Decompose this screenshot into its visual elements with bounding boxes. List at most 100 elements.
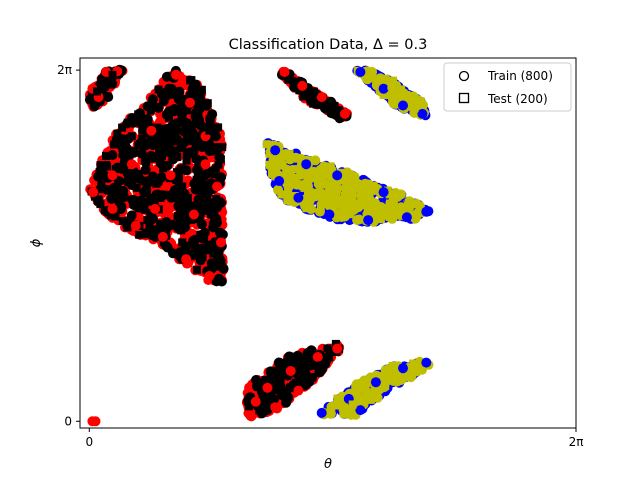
test-point <box>108 70 117 79</box>
overlay-point <box>354 214 365 225</box>
overlay-point <box>325 408 336 419</box>
overlay-point <box>140 164 151 175</box>
test-point <box>258 403 267 412</box>
test-point <box>397 85 406 94</box>
legend-square-marker <box>458 92 470 104</box>
overlay-point <box>135 108 145 119</box>
overlay-point <box>359 383 370 394</box>
overlay-point <box>351 379 362 390</box>
overlay-point <box>196 173 207 184</box>
test-point <box>209 199 218 208</box>
train-point <box>107 170 118 181</box>
legend: Train (800) Test (200) <box>443 62 572 112</box>
overlay-point <box>169 185 180 196</box>
train-point <box>355 67 366 77</box>
overlay-point <box>177 116 188 127</box>
test-point <box>326 165 335 173</box>
train-point <box>88 187 99 198</box>
test-point <box>394 205 402 214</box>
overlay-point <box>192 165 203 175</box>
test-point <box>214 160 223 169</box>
train-point <box>332 343 343 354</box>
test-point <box>333 185 342 194</box>
test-point <box>214 123 223 132</box>
test-point <box>217 259 226 268</box>
test-point <box>306 349 315 358</box>
test-point <box>387 207 396 216</box>
test-point <box>196 230 205 239</box>
overlay-point <box>196 219 207 230</box>
train-point <box>293 385 304 396</box>
test-point <box>183 193 192 202</box>
overlay-point <box>103 92 114 102</box>
overlay-point <box>165 147 176 158</box>
overlay-point <box>188 235 199 246</box>
test-point <box>161 135 169 144</box>
train-point <box>274 176 285 186</box>
test-point <box>361 392 370 401</box>
overlay-point <box>211 213 222 224</box>
overlay-point <box>345 170 356 181</box>
train-point <box>417 108 428 119</box>
overlay-point <box>351 389 362 400</box>
train-point <box>130 220 141 231</box>
overlay-point <box>99 170 110 181</box>
test-point <box>204 183 213 192</box>
overlay-point <box>267 162 278 173</box>
overlay-point <box>267 370 278 380</box>
overlay-point <box>207 109 218 120</box>
legend-frame <box>443 62 572 112</box>
test-point <box>171 146 180 155</box>
train-point <box>363 215 374 226</box>
test-point <box>265 149 274 158</box>
test-point <box>112 183 121 191</box>
test-point <box>154 85 163 94</box>
test-point <box>366 203 375 212</box>
test-point <box>410 104 419 113</box>
test-point <box>302 89 311 97</box>
overlay-point <box>201 100 212 111</box>
overlay-point <box>325 189 336 200</box>
overlay-point <box>324 200 335 211</box>
test-point <box>87 90 96 99</box>
test-point <box>138 134 147 143</box>
test-point <box>402 91 411 99</box>
overlay-point <box>277 149 288 160</box>
overlay-point <box>123 134 134 144</box>
test-point <box>99 76 108 85</box>
test-point <box>284 75 293 84</box>
test-point <box>189 129 198 138</box>
test-point <box>93 87 101 96</box>
test-point <box>212 262 221 271</box>
test-point <box>143 189 151 198</box>
test-point <box>165 113 173 122</box>
test-point <box>409 359 418 368</box>
test-point <box>118 149 127 158</box>
test-point <box>379 372 388 381</box>
test-point <box>178 182 187 191</box>
overlay-point <box>390 361 401 372</box>
overlay-point <box>166 192 177 203</box>
test-point <box>177 104 186 112</box>
train-point <box>301 159 312 170</box>
test-point <box>340 199 349 208</box>
test-point <box>190 243 199 252</box>
overlay-point <box>363 179 374 190</box>
overlay-point <box>116 201 127 212</box>
train-point <box>157 231 168 242</box>
train-point <box>200 159 211 170</box>
overlay-point <box>343 188 354 199</box>
overlay-point <box>192 111 203 122</box>
test-point <box>376 215 385 224</box>
test-point <box>379 90 388 99</box>
train-point <box>339 108 350 119</box>
test-point <box>97 180 106 189</box>
test-point <box>334 401 343 410</box>
test-point <box>209 249 218 258</box>
test-point <box>193 265 201 274</box>
test-point <box>218 143 227 152</box>
test-point <box>304 192 312 201</box>
test-point <box>98 89 107 98</box>
train-point <box>297 80 308 91</box>
